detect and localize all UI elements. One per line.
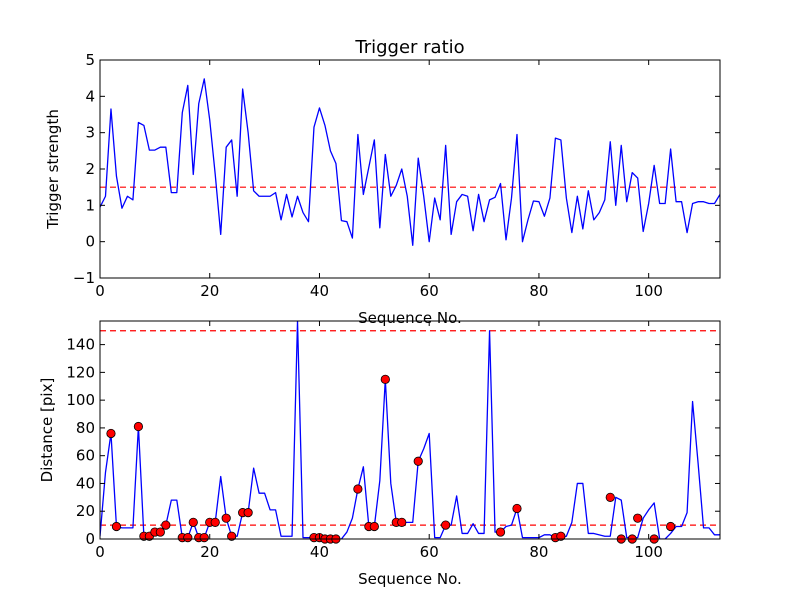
distance-x-tick-label-4: 80 (529, 543, 548, 561)
distance-marker-18 (243, 508, 253, 518)
distance-y-tick-label-5: 100 (66, 391, 95, 409)
distance-marker-24 (353, 484, 363, 494)
distance-marker-36 (605, 492, 615, 502)
trigger-ratio-x-tick-label-3: 60 (420, 282, 439, 300)
trigger-ratio-title: Trigger ratio (354, 37, 464, 58)
distance-y-tick-label-0: 0 (85, 530, 95, 548)
trigger-ratio-x-tick-label-2: 40 (310, 282, 329, 300)
distance-x-axis-label: Sequence No. (358, 570, 462, 588)
distance-marker-0 (106, 428, 116, 439)
distance-marker-2 (133, 421, 144, 432)
distance-y-tick-label-4: 80 (76, 419, 95, 437)
distance-marker-26 (369, 521, 379, 532)
distance-y-tick-label-3: 60 (76, 447, 95, 465)
distance-x-tick-label-1: 20 (200, 543, 219, 561)
distance-x-tick-label-5: 100 (634, 543, 663, 561)
distance-marker-33 (512, 503, 522, 514)
trigger-ratio-y-tick-label-4: 3 (85, 124, 95, 142)
trigger-ratio-x-tick-label-5: 100 (634, 282, 663, 300)
distance-y-tick-label-6: 120 (66, 363, 95, 381)
distance-marker-35 (556, 531, 566, 541)
distance-plot-area (100, 321, 720, 544)
distance-marker-10 (188, 517, 198, 527)
distance-marker-41 (666, 521, 676, 532)
distance-marker-31 (441, 520, 451, 530)
distance-marker-6 (155, 527, 165, 537)
trigger-ratio-y-tick-label-6: 5 (85, 51, 95, 69)
distance-marker-15 (221, 513, 231, 523)
distance-marker-9 (183, 533, 193, 543)
trigger-ratio-clipped-group (100, 78, 720, 246)
distance-marker-30 (413, 456, 423, 466)
distance-y-tick-label-7: 140 (66, 336, 95, 354)
distance-marker-16 (227, 531, 237, 541)
trigger-ratio-series-line (100, 78, 720, 246)
distance-axes-frame (99, 320, 721, 540)
trigger-ratio-y-tick-label-3: 2 (85, 160, 95, 178)
distance-marker-39 (633, 513, 643, 523)
trigger-ratio-y-tick-label-0: −1 (73, 269, 95, 287)
trigger-ratio-plot-area (100, 78, 720, 246)
distance-marker-29 (397, 517, 407, 527)
distance-marker-1 (111, 521, 122, 532)
trigger-ratio-x-tick-label-1: 20 (200, 282, 219, 300)
trigger-ratio-y-tick-label-1: 0 (85, 233, 95, 251)
distance-x-tick-label-3: 60 (420, 543, 439, 561)
distance-chart: 0 20 40 60 80 100 0 20 40 60 80 100 120 140 Sequence … (38, 320, 721, 588)
trigger-ratio-y-tick-label-5: 4 (85, 87, 95, 105)
trigger-ratio-x-tick-label-0: 0 (95, 282, 105, 300)
trigger-ratio-x-axis-label: Sequence No. (358, 309, 462, 327)
trigger-ratio-y-tick-label-2: 1 (85, 196, 95, 214)
distance-x-tick-label-2: 40 (310, 543, 329, 561)
distance-marker-27 (380, 374, 390, 384)
distance-x-tick-label-0: 0 (95, 543, 105, 561)
distance-marker-7 (161, 520, 171, 530)
distance-marker-14 (210, 517, 220, 527)
distance-y-tick-label-2: 40 (76, 474, 95, 492)
distance-ticks: 0 20 40 60 80 100 0 20 40 60 80 100 120 140 (66, 321, 720, 561)
distance-marker-12 (199, 533, 209, 543)
trigger-ratio-x-tick-label-4: 80 (529, 282, 548, 300)
trigger-ratio-y-axis-label: Trigger strength (44, 109, 62, 230)
distance-y-tick-label-1: 20 (76, 502, 95, 520)
distance-marker-32 (495, 527, 506, 537)
distance-y-axis-label: Distance [pix] (38, 378, 56, 483)
